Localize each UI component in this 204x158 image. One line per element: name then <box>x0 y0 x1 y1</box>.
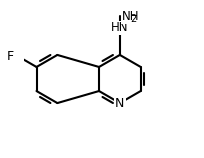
Text: NH: NH <box>121 10 139 23</box>
Text: N: N <box>115 97 124 109</box>
Text: F: F <box>7 50 14 63</box>
Text: HN: HN <box>111 21 129 34</box>
Text: 2: 2 <box>130 14 136 24</box>
